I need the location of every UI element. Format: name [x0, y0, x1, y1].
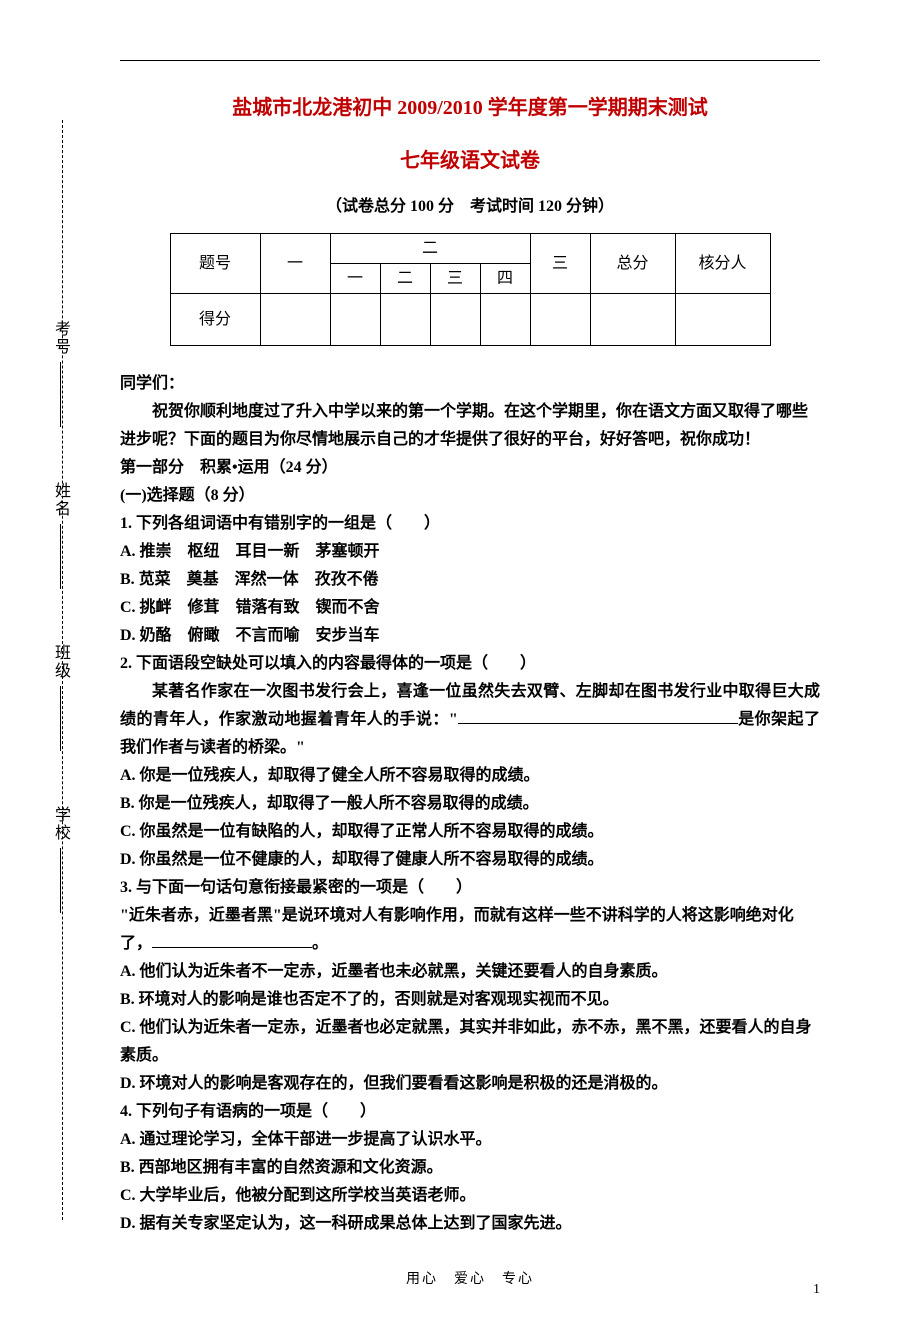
- q4-stem: 4. 下列句子有语病的一项是（ ）: [120, 1098, 820, 1126]
- q2-option-a: A. 你是一位残疾人，却取得了健全人所不容易取得的成绩。: [120, 762, 820, 790]
- q2-option-d: D. 你虽然是一位不健康的人，却取得了健康人所不容易取得的成绩。: [120, 846, 820, 874]
- q2-context: 某著名作家在一次图书发行会上，喜逢一位虽然失去双臂、左脚却在图书发行业中取得巨大…: [120, 678, 820, 762]
- score-cell: [530, 294, 590, 346]
- side-label-text: 班级: [46, 644, 74, 680]
- side-label-name: 姓名: [32, 482, 88, 589]
- underline: [60, 524, 61, 589]
- q1-option-a: A. 推崇 枢纽 耳目一新 茅塞顿开: [120, 538, 820, 566]
- underline: [60, 686, 61, 751]
- side-label-text: 考号: [46, 320, 74, 356]
- page-number: 1: [813, 1278, 820, 1303]
- score-cell: [480, 294, 530, 346]
- score-cell: [260, 294, 330, 346]
- top-rule: [120, 60, 820, 61]
- q1-option-c: C. 挑衅 修茸 错落有致 锲而不舍: [120, 594, 820, 622]
- q3-option-d: D. 环境对人的影响是客观存在的，但我们要看看这影响是积极的还是消极的。: [120, 1070, 820, 1098]
- score-sub-three: 三: [430, 264, 480, 294]
- side-label-exam-number: 考号: [32, 320, 88, 427]
- exam-body: 同学们： 祝贺你顺利地度过了升入中学以来的第一个学期。在这个学期里，你在语文方面…: [120, 370, 820, 1238]
- section-a-title: (一)选择题（8 分）: [120, 482, 820, 510]
- q1-option-b: B. 苋菜 奠基 浑然一体 孜孜不倦: [120, 566, 820, 594]
- score-header-index: 题号: [170, 234, 260, 294]
- fill-blank: [458, 708, 738, 724]
- side-label-text: 学校: [46, 806, 74, 842]
- side-label-text: 姓名: [46, 482, 74, 518]
- score-header-three: 三: [530, 234, 590, 294]
- q4-option-a: A. 通过理论学习，全体干部进一步提高了认识水平。: [120, 1126, 820, 1154]
- side-label-class: 班级: [32, 644, 88, 751]
- side-label-strip: 考号 姓名 班级 学校: [40, 320, 80, 913]
- score-table: 题号 一 二 三 总分 核分人 一 二 三 四 得分: [170, 233, 771, 346]
- q3-context-part2: 。: [312, 935, 328, 952]
- score-cell: [675, 294, 770, 346]
- footer-motto: 用心 爱心 专心: [120, 1268, 820, 1293]
- q3-stem: 3. 与下面一句话句意衔接最紧密的一项是（ ）: [120, 874, 820, 902]
- score-sub-one: 一: [330, 264, 380, 294]
- score-header-one: 一: [260, 234, 330, 294]
- part1-title: 第一部分 积累•运用（24 分）: [120, 454, 820, 482]
- score-cell: [590, 294, 675, 346]
- q3-option-a: A. 他们认为近朱者不一定赤，近墨者也未必就黑，关键还要看人的自身素质。: [120, 958, 820, 986]
- q4-option-b: B. 西部地区拥有丰富的自然资源和文化资源。: [120, 1154, 820, 1182]
- underline: [60, 848, 61, 913]
- score-header-two: 二: [330, 234, 530, 264]
- q3-context: "近朱者赤，近墨者黑"是说环境对人有影响作用，而就有这样一些不讲科学的人将这影响…: [120, 902, 820, 958]
- q1-option-d: D. 奶酪 俯瞰 不言而喻 安步当车: [120, 622, 820, 650]
- score-cell: [380, 294, 430, 346]
- intro-paragraph: 祝贺你顺利地度过了升入中学以来的第一个学期。在这个学期里，你在语文方面又取得了哪…: [120, 398, 820, 454]
- q4-option-c: C. 大学毕业后，他被分配到这所学校当英语老师。: [120, 1182, 820, 1210]
- score-cell: [330, 294, 380, 346]
- score-row-label: 得分: [170, 294, 260, 346]
- q4-option-d: D. 据有关专家坚定认为，这一科研成果总体上达到了国家先进。: [120, 1210, 820, 1238]
- q3-option-b: B. 环境对人的影响是谁也否定不了的，否则就是对客观现实视而不见。: [120, 986, 820, 1014]
- exam-subtitle: （试卷总分 100 分 考试时间 120 分钟）: [120, 193, 820, 221]
- q2-stem: 2. 下面语段空缺处可以填入的内容最得体的一项是（ ）: [120, 650, 820, 678]
- score-header-checker: 核分人: [675, 234, 770, 294]
- q2-option-c: C. 你虽然是一位有缺陷的人，却取得了正常人所不容易取得的成绩。: [120, 818, 820, 846]
- score-sub-two: 二: [380, 264, 430, 294]
- q2-option-b: B. 你是一位残疾人，却取得了一般人所不容易取得的成绩。: [120, 790, 820, 818]
- fill-blank: [152, 932, 312, 948]
- exam-title-line1: 盐城市北龙港初中 2009/2010 学年度第一学期期末测试: [120, 91, 820, 126]
- underline: [60, 362, 61, 427]
- q3-option-c: C. 他们认为近朱者一定赤，近墨者也必定就黑，其实并非如此，赤不赤，黑不黑，还要…: [120, 1014, 820, 1070]
- side-label-school: 学校: [32, 806, 88, 913]
- greeting: 同学们：: [120, 370, 820, 398]
- score-header-total: 总分: [590, 234, 675, 294]
- q1-stem: 1. 下列各组词语中有错别字的一组是（ ）: [120, 510, 820, 538]
- score-cell: [430, 294, 480, 346]
- score-sub-four: 四: [480, 264, 530, 294]
- exam-title-line2: 七年级语文试卷: [120, 144, 820, 179]
